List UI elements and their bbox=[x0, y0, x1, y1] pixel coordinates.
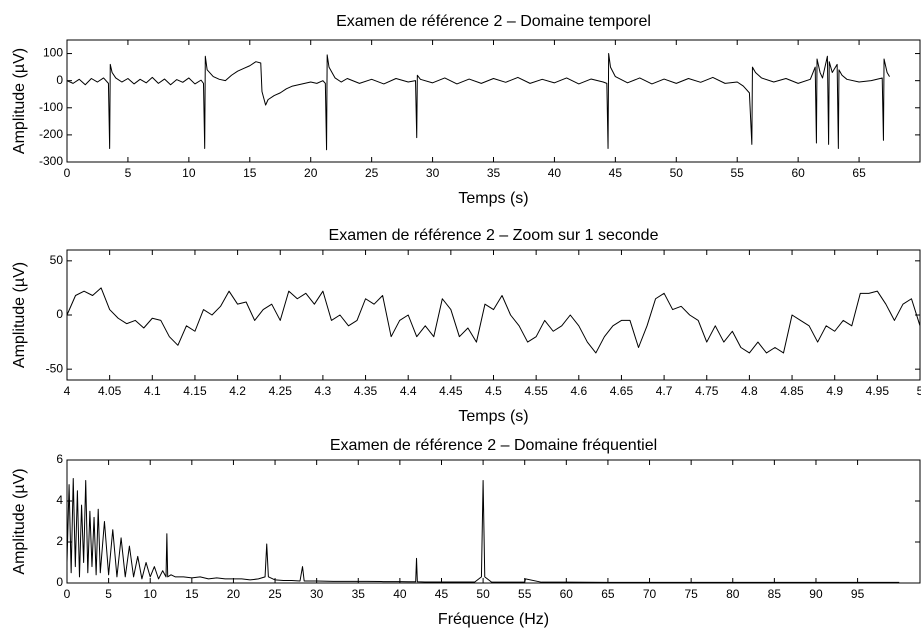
x-tick-label: 55 bbox=[518, 587, 532, 601]
chart-title: Examen de référence 2 – Zoom sur 1 secon… bbox=[329, 227, 659, 244]
x-tick-label: 4 bbox=[64, 384, 71, 398]
x-tick-label: 4.7 bbox=[656, 384, 673, 398]
y-tick-label: 50 bbox=[50, 253, 64, 267]
y-axis-label: Amplitude (µV) bbox=[11, 262, 28, 368]
x-tick-label: 50 bbox=[476, 587, 490, 601]
x-tick-label: 10 bbox=[182, 166, 196, 180]
x-tick-label: 4.5 bbox=[485, 384, 502, 398]
chart-title: Examen de référence 2 – Domaine temporel bbox=[336, 13, 651, 30]
y-axis-label: Amplitude (µV) bbox=[11, 468, 28, 574]
x-tick-label: 4.65 bbox=[610, 384, 634, 398]
x-tick-label: 30 bbox=[310, 587, 324, 601]
x-tick-label: 4.4 bbox=[400, 384, 417, 398]
x-tick-label: 4.35 bbox=[354, 384, 378, 398]
x-tick-label: 4.85 bbox=[780, 384, 804, 398]
x-tick-label: 4.3 bbox=[315, 384, 332, 398]
signal-line bbox=[66, 287, 921, 354]
plot-frame bbox=[66, 459, 921, 584]
x-tick-label: 4.2 bbox=[229, 384, 246, 398]
signal-line bbox=[66, 477, 900, 583]
x-tick-label: 80 bbox=[726, 587, 740, 601]
x-tick-label: 25 bbox=[365, 166, 379, 180]
x-axis-label: Fréquence (Hz) bbox=[438, 611, 549, 628]
x-tick-label: 85 bbox=[768, 587, 782, 601]
y-tick-label: 6 bbox=[56, 452, 63, 466]
y-tick-label: -50 bbox=[46, 361, 64, 375]
y-tick-label: 0 bbox=[56, 307, 63, 321]
x-tick-label: 65 bbox=[601, 587, 615, 601]
x-tick-label: 50 bbox=[670, 166, 684, 180]
x-tick-label: 5 bbox=[105, 587, 112, 601]
x-tick-label: 45 bbox=[435, 587, 449, 601]
x-tick-label: 15 bbox=[185, 587, 199, 601]
x-tick-label: 75 bbox=[684, 587, 698, 601]
x-tick-label: 35 bbox=[487, 166, 501, 180]
y-tick-label: 100 bbox=[43, 46, 63, 60]
x-tick-label: 4.55 bbox=[524, 384, 548, 398]
x-tick-label: 60 bbox=[560, 587, 574, 601]
x-tick-label: 20 bbox=[304, 166, 318, 180]
y-tick-label: 2 bbox=[56, 534, 63, 548]
y-tick-label: 0 bbox=[56, 73, 63, 87]
y-tick-label: -100 bbox=[39, 100, 63, 114]
x-tick-label: 4.05 bbox=[98, 384, 122, 398]
x-tick-label: 4.1 bbox=[144, 384, 161, 398]
x-tick-label: 4.75 bbox=[695, 384, 719, 398]
chart-title: Examen de référence 2 – Domaine fréquent… bbox=[330, 437, 657, 454]
x-tick-label: 4.25 bbox=[269, 384, 293, 398]
x-tick-label: 40 bbox=[548, 166, 562, 180]
x-tick-label: 4.15 bbox=[183, 384, 207, 398]
x-axis-label: Temps (s) bbox=[458, 190, 528, 207]
x-tick-label: 4.9 bbox=[826, 384, 843, 398]
x-tick-label: 5 bbox=[917, 384, 921, 398]
x-tick-label: 15 bbox=[243, 166, 257, 180]
x-tick-label: 30 bbox=[426, 166, 440, 180]
x-tick-label: 4.8 bbox=[741, 384, 758, 398]
y-tick-label: 4 bbox=[56, 493, 63, 507]
x-tick-label: 20 bbox=[227, 587, 241, 601]
x-tick-label: 25 bbox=[268, 587, 282, 601]
plot-frame bbox=[66, 39, 921, 163]
x-tick-label: 55 bbox=[731, 166, 745, 180]
x-tick-label: 5 bbox=[125, 166, 132, 180]
y-axis-label: Amplitude (µV) bbox=[11, 48, 28, 154]
x-tick-label: 4.6 bbox=[570, 384, 587, 398]
x-tick-label: 65 bbox=[852, 166, 866, 180]
x-tick-label: 90 bbox=[809, 587, 823, 601]
x-tick-label: 0 bbox=[64, 166, 71, 180]
x-tick-label: 95 bbox=[851, 587, 865, 601]
plot-frame bbox=[66, 249, 921, 381]
x-tick-label: 40 bbox=[393, 587, 407, 601]
x-tick-label: 0 bbox=[64, 587, 71, 601]
y-tick-label: 0 bbox=[56, 575, 63, 589]
x-tick-label: 4.95 bbox=[866, 384, 890, 398]
x-tick-label: 10 bbox=[144, 587, 158, 601]
x-tick-label: 45 bbox=[609, 166, 623, 180]
x-tick-label: 60 bbox=[791, 166, 805, 180]
signal-line bbox=[66, 53, 890, 151]
x-tick-label: 4.45 bbox=[439, 384, 463, 398]
x-axis-label: Temps (s) bbox=[458, 408, 528, 425]
x-tick-label: 70 bbox=[643, 587, 657, 601]
x-tick-label: 35 bbox=[352, 587, 366, 601]
y-tick-label: -300 bbox=[39, 154, 63, 168]
y-tick-label: -200 bbox=[39, 127, 63, 141]
